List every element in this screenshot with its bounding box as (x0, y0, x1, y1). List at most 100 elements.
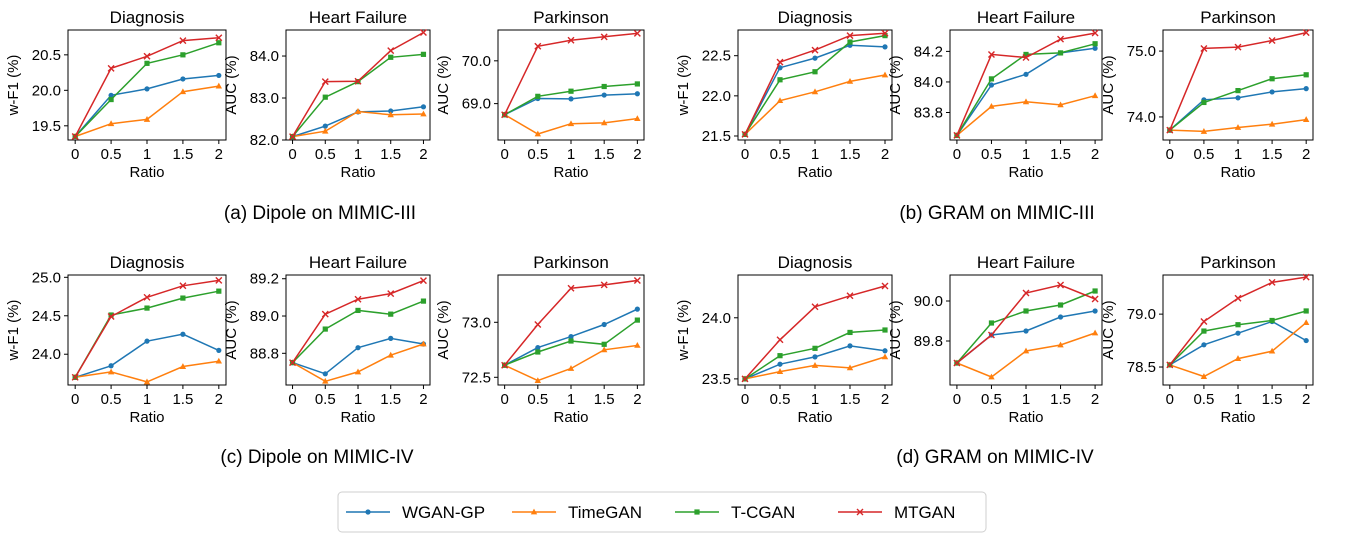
legend-marker (856, 508, 864, 516)
data-point (634, 317, 640, 323)
plot-frame (1162, 274, 1314, 386)
data-point (1234, 294, 1242, 302)
data-point (1268, 37, 1276, 45)
data-point (144, 305, 150, 311)
x-tick-label: 1 (354, 146, 362, 163)
data-point (1091, 329, 1099, 336)
legend-marker (530, 508, 538, 515)
x-tick-label: 2 (215, 146, 223, 163)
data-point (108, 312, 114, 318)
data-point (568, 334, 574, 340)
x-tick-label: 1 (1022, 146, 1030, 163)
data-point (634, 306, 640, 312)
data-point (1057, 35, 1065, 43)
data-point (846, 77, 854, 84)
caption-d: (d) GRAM on MIMIC-IV (896, 447, 1094, 468)
data-point (881, 29, 889, 37)
data-point (812, 55, 818, 61)
y-tick-label: 89.0 (250, 308, 279, 325)
data-point (882, 327, 888, 333)
data-point (601, 321, 607, 328)
plot-frame (67, 274, 227, 386)
data-point (107, 64, 115, 72)
data-point (741, 130, 749, 138)
subplot-10: Diagnosis 0 0.5 1 1.5 2 Ratio 23.5 24.0 w-F1 (%) (675, 253, 893, 426)
caption-b: (b) GRAM on MIMIC-III (899, 203, 1094, 224)
subplot-2: Heart Failure 0 0.5 1 1.5 2 Ratio 82.0 83.0 84.0 A… (223, 8, 431, 181)
data-point (568, 88, 574, 94)
data-point (179, 37, 187, 45)
data-point (1091, 92, 1099, 99)
series-timegan (953, 92, 1099, 138)
y-axis-label: AUC (%) (887, 300, 904, 359)
data-point (812, 69, 818, 75)
data-point (143, 293, 151, 301)
x-tick-label: 1 (1234, 146, 1242, 163)
series-timegan (953, 329, 1099, 380)
y-axis-label: w-F1 (%) (5, 300, 22, 362)
data-point (419, 277, 427, 285)
data-point (143, 116, 151, 122)
legend-box (337, 491, 987, 533)
subplot-title: Parkinson (1200, 8, 1276, 27)
series-line (956, 47, 1096, 136)
data-point (216, 347, 222, 353)
data-point (387, 47, 395, 55)
x-tick-label: 0.5 (981, 391, 1002, 408)
subplot-3: Parkinson 0 0.5 1 1.5 2 Ratio 69.0 70.0 AUC (%) (435, 8, 645, 181)
data-point (179, 88, 187, 95)
plot-frame (949, 29, 1103, 141)
x-tick-label: 0 (500, 391, 508, 408)
data-point (847, 329, 853, 336)
data-point (388, 54, 394, 60)
data-point (1302, 29, 1310, 37)
data-point (881, 353, 889, 360)
x-tick-label: 0.5 (770, 391, 791, 408)
series-mtgan (71, 34, 223, 140)
data-point (1057, 101, 1064, 108)
x-tick-label: 1.5 (380, 391, 401, 408)
data-point (1235, 322, 1241, 328)
plot-frame (285, 29, 431, 141)
data-point (634, 115, 641, 121)
y-tick-label: 84.0 (250, 48, 279, 65)
data-point (741, 375, 749, 383)
series-t-cgan (954, 288, 1098, 366)
data-point (144, 60, 150, 66)
subplot-7: Diagnosis 0 0.5 1 1.5 2 Ratio 24.0 24.5 25.0 w-F1 … (5, 253, 227, 426)
series-t-cgan (72, 288, 222, 380)
data-point (180, 52, 186, 58)
y-tick-label: 78.5 (1127, 359, 1156, 376)
x-tick-label: 1 (811, 146, 819, 163)
data-point (1092, 288, 1098, 294)
x-tick-label: 0 (288, 146, 296, 163)
data-point (1303, 86, 1309, 92)
x-tick-label: 2 (1302, 146, 1310, 163)
data-point (1302, 319, 1310, 325)
y-axis-label: AUC (%) (223, 300, 240, 359)
data-point (846, 364, 854, 371)
data-point (1092, 41, 1098, 47)
data-point (601, 83, 607, 90)
data-point (633, 29, 641, 37)
data-point (420, 340, 427, 347)
x-tick-label: 1 (143, 391, 151, 408)
subplot-title: Diagnosis (778, 8, 853, 27)
data-point (812, 345, 818, 351)
y-tick-label: 82.0 (250, 132, 279, 149)
data-point (600, 119, 608, 126)
subplot-12: Parkinson 0 0.5 1 1.5 2 Ratio 78.5 79.0 AUC (%) (1100, 253, 1314, 426)
x-tick-label: 1.5 (172, 146, 193, 163)
data-point (71, 132, 79, 140)
data-point (215, 82, 223, 89)
x-tick-label: 2 (419, 391, 427, 408)
x-tick-label: 0.5 (981, 146, 1002, 163)
data-point (811, 88, 819, 95)
data-point (322, 377, 329, 384)
subplot-title: Heart Failure (977, 253, 1075, 272)
data-point (534, 321, 542, 328)
x-axis-label: Ratio (129, 164, 164, 181)
data-point (387, 351, 394, 358)
series-wgan-gp (742, 343, 888, 382)
x-tick-label: 1 (143, 146, 151, 163)
